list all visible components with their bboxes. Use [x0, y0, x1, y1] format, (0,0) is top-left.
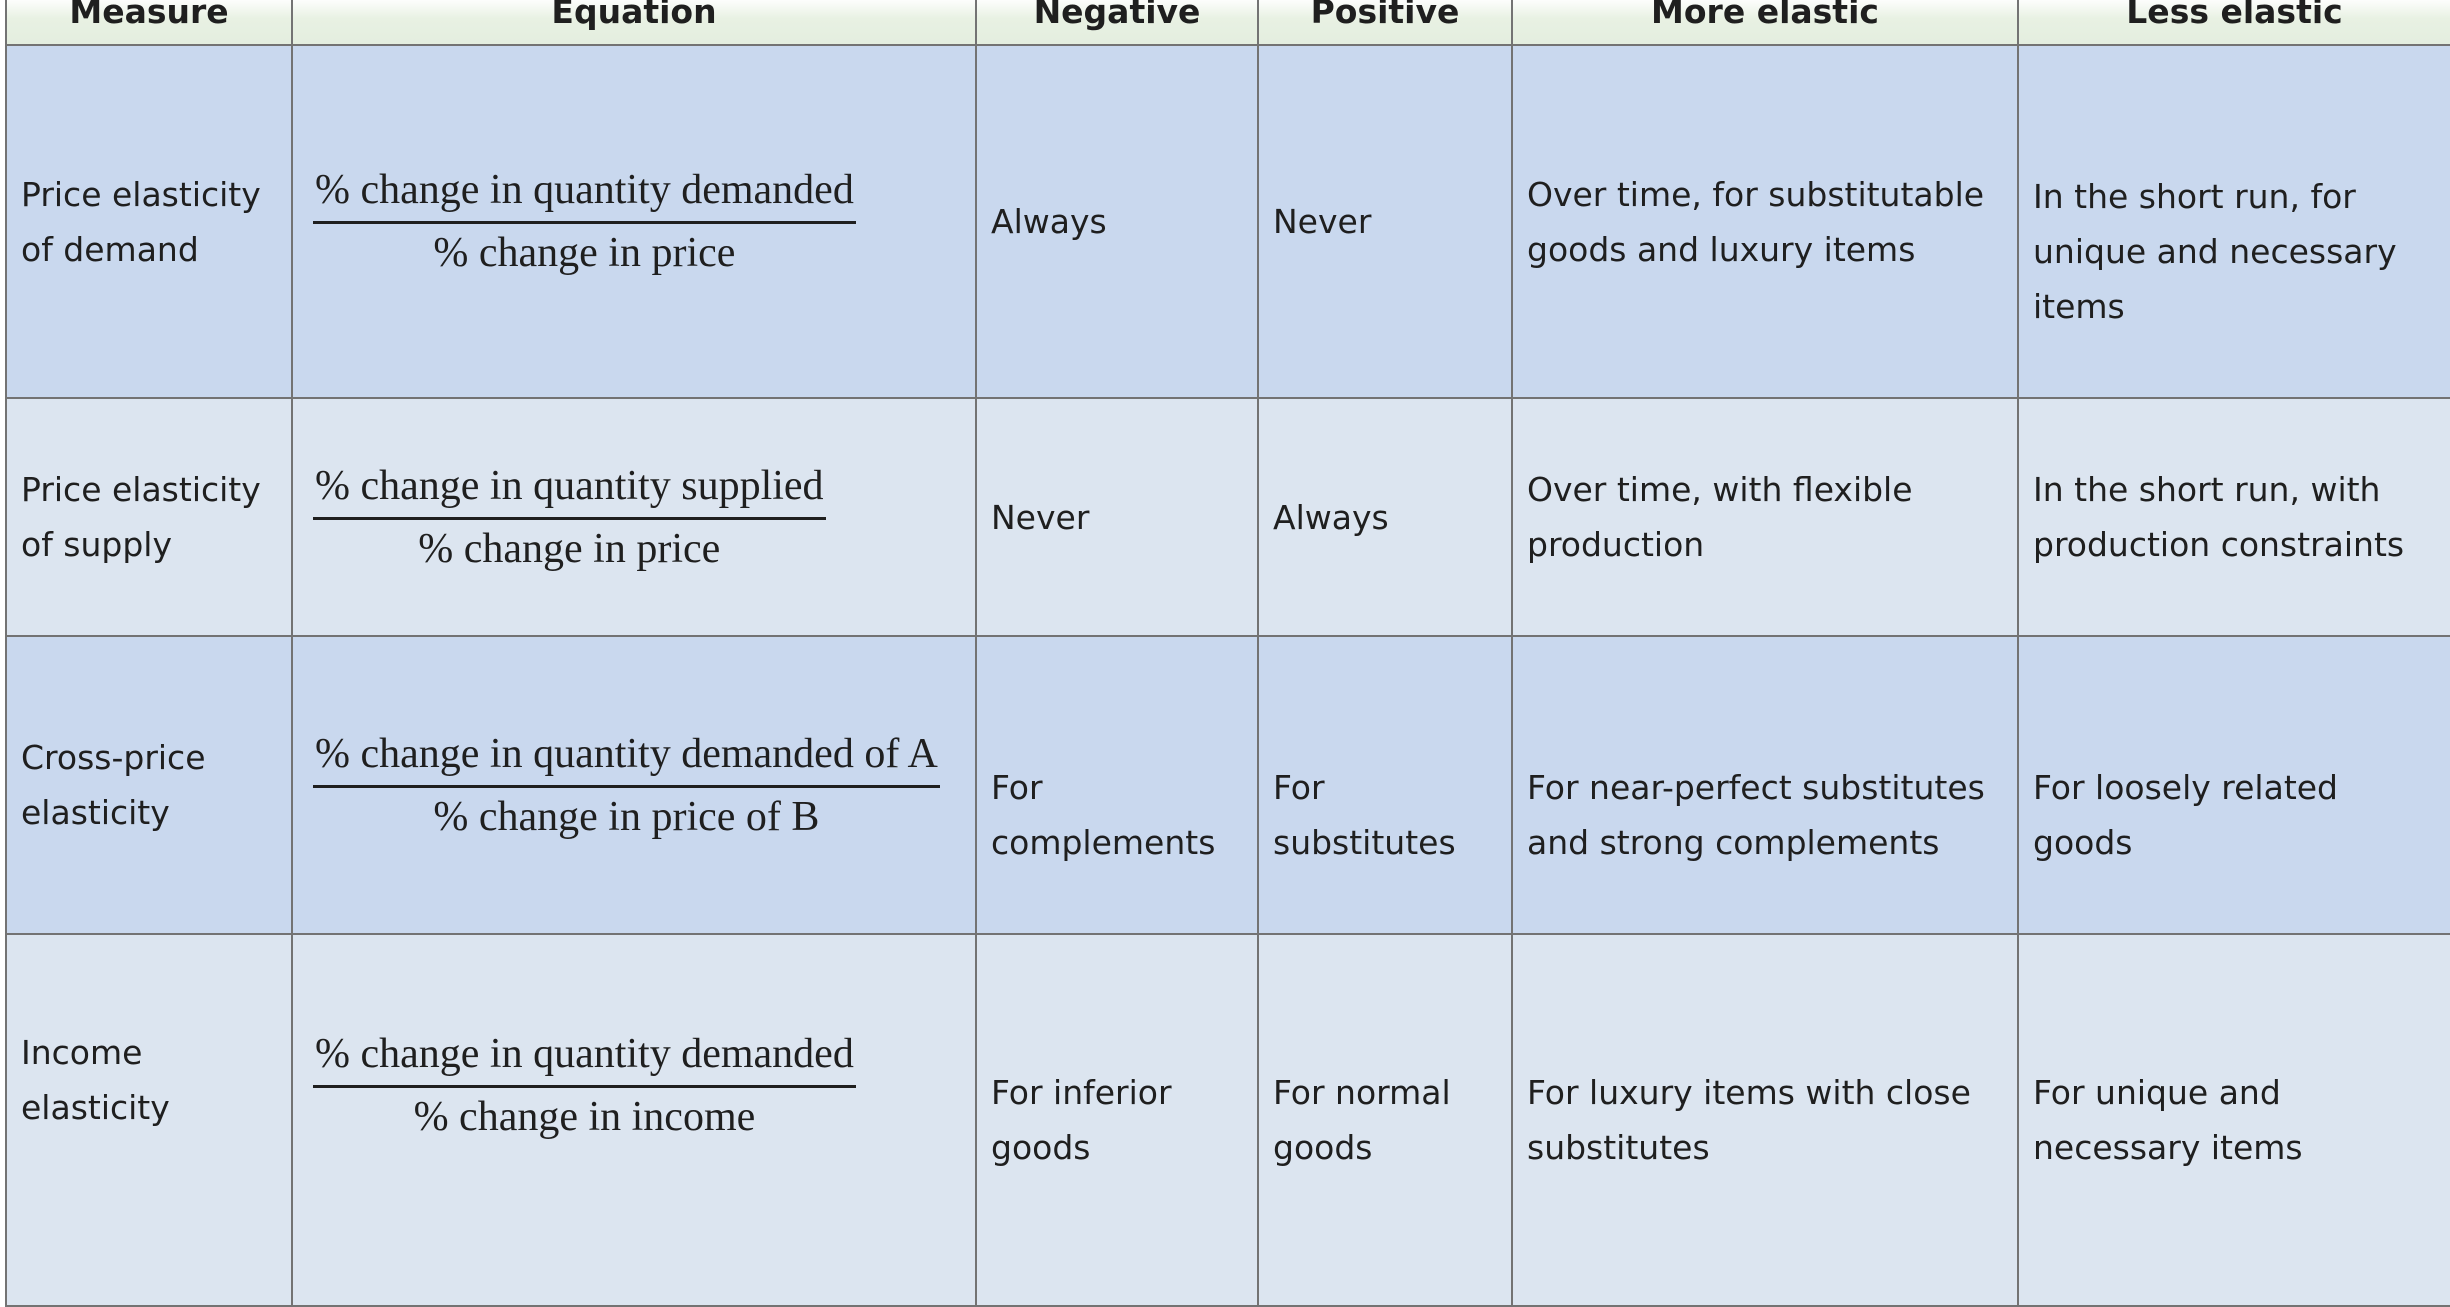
equation-denominator: % change in income [413, 1094, 756, 1140]
cell-positive: For normal goods [1257, 933, 1513, 1307]
equation-numerator: % change in quantity supplied [313, 457, 826, 520]
table-row: Price elasticity of demand % change in q… [5, 44, 2450, 399]
cell-more-elastic: For near-perfect substitutes and strong … [1511, 635, 2019, 935]
table-header-row: Measure Equation Negative Positive More … [5, 0, 2450, 46]
cell-measure: Cross-price elasticity [5, 635, 293, 935]
equation-fraction: % change in quantity demanded of A % cha… [313, 725, 940, 846]
elasticity-table-container: Measure Equation Negative Positive More … [5, 0, 2450, 1307]
elasticity-table: Measure Equation Negative Positive More … [5, 0, 2450, 1307]
equation-numerator: % change in quantity demanded [313, 161, 856, 224]
table-row: Income elasticity % change in quantity d… [5, 933, 2450, 1307]
equation-denominator: % change in price [418, 525, 721, 572]
cell-less-elastic: For unique and necessary items [2017, 933, 2450, 1307]
cell-equation: % change in quantity demanded % change i… [291, 44, 977, 399]
equation-fraction: % change in quantity demanded % change i… [313, 161, 856, 282]
cell-measure: Income elasticity [5, 933, 293, 1307]
equation-fraction: % change in quantity supplied % change i… [313, 457, 826, 578]
cell-positive: For substitutes [1257, 635, 1513, 935]
cell-more-elastic: Over time, for substitutable goods and l… [1511, 44, 2019, 399]
equation-numerator: % change in quantity demanded [313, 1025, 856, 1088]
cell-equation: % change in quantity demanded % change i… [291, 933, 977, 1307]
cell-more-elastic: For luxury items with close substitutes [1511, 933, 2019, 1307]
cell-negative: Never [975, 397, 1259, 637]
cell-equation: % change in quantity demanded of A % cha… [291, 635, 977, 935]
cell-measure: Price elasticity of supply [5, 397, 293, 637]
cell-positive: Never [1257, 44, 1513, 399]
cell-less-elastic: For loosely related goods [2017, 635, 2450, 935]
table-row: Price elasticity of supply % change in q… [5, 397, 2450, 637]
header-equation: Equation [291, 0, 977, 46]
cell-negative: Always [975, 44, 1259, 399]
cell-more-elastic: Over time, with flexible production [1511, 397, 2019, 637]
cell-equation: % change in quantity supplied % change i… [291, 397, 977, 637]
equation-fraction: % change in quantity demanded % change i… [313, 1025, 856, 1146]
cell-measure: Price elasticity of demand [5, 44, 293, 399]
table-row: Cross-price elasticity % change in quant… [5, 635, 2450, 935]
header-less-elastic: Less elastic [2017, 0, 2450, 46]
header-negative: Negative [975, 0, 1259, 46]
cell-negative: For inferior goods [975, 933, 1259, 1307]
header-more-elastic: More elastic [1511, 0, 2019, 46]
equation-denominator: % change in price [433, 230, 736, 276]
equation-numerator: % change in quantity demanded of A [313, 725, 940, 788]
cell-negative: For complements [975, 635, 1259, 935]
header-positive: Positive [1257, 0, 1513, 46]
cell-less-elastic: In the short run, for unique and necessa… [2017, 44, 2450, 399]
cell-positive: Always [1257, 397, 1513, 637]
header-measure: Measure [5, 0, 293, 46]
cell-less-elastic: In the short run, with production constr… [2017, 397, 2450, 637]
equation-denominator: % change in price of B [433, 793, 820, 840]
